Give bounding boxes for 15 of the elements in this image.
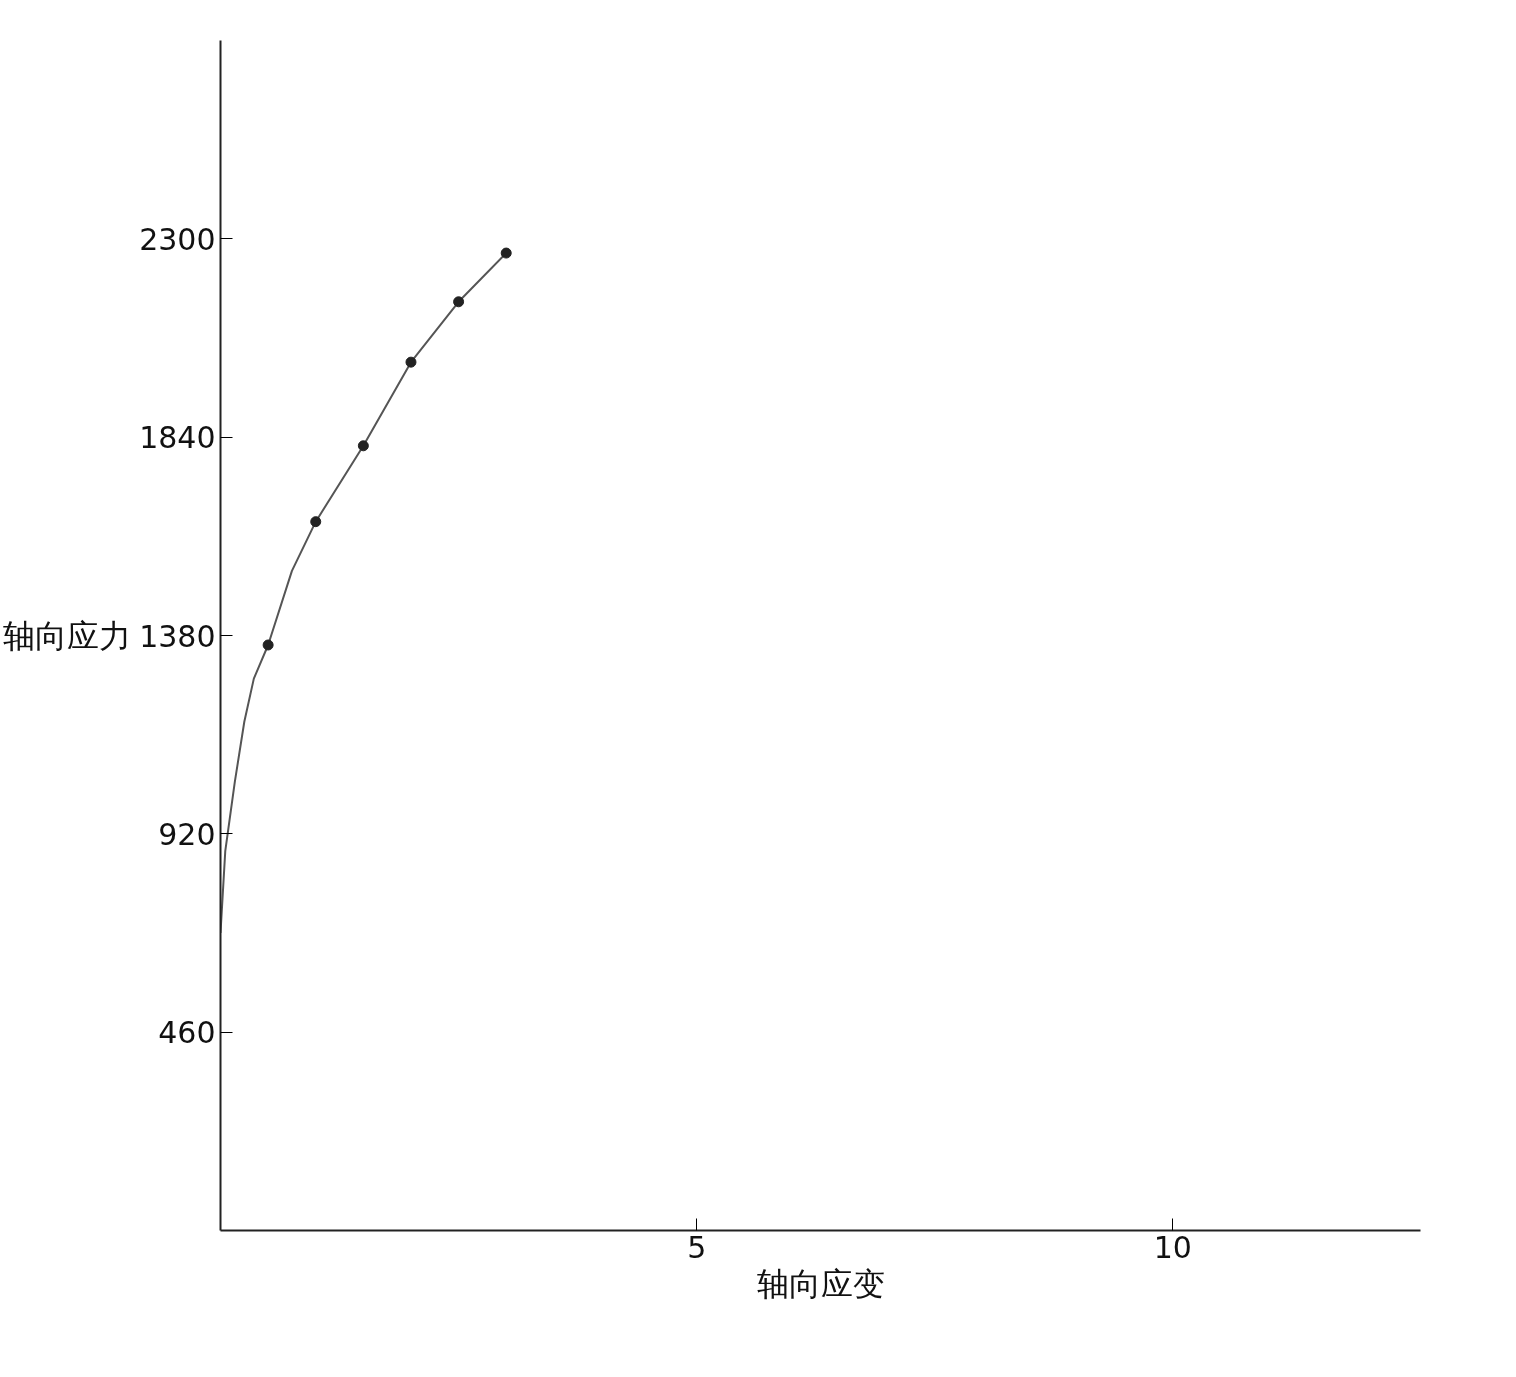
point — [405, 356, 417, 368]
point — [357, 440, 369, 452]
y-tick-label: 920 — [158, 816, 216, 852]
point — [500, 247, 512, 259]
y-axis-title: 轴向应力 — [3, 617, 132, 654]
x-tick-label: 10 — [1153, 1229, 1192, 1265]
point — [453, 296, 465, 308]
x-axis-title: 轴向应变 — [756, 1265, 885, 1302]
y-tick-label: 2300 — [139, 221, 216, 257]
x-tick-label: 5 — [687, 1229, 707, 1265]
y-tick-label: 460 — [158, 1015, 216, 1051]
point — [262, 639, 274, 651]
point — [310, 516, 322, 528]
y-tick-label: 1380 — [139, 618, 216, 654]
y-tick-label: 1840 — [139, 420, 216, 456]
